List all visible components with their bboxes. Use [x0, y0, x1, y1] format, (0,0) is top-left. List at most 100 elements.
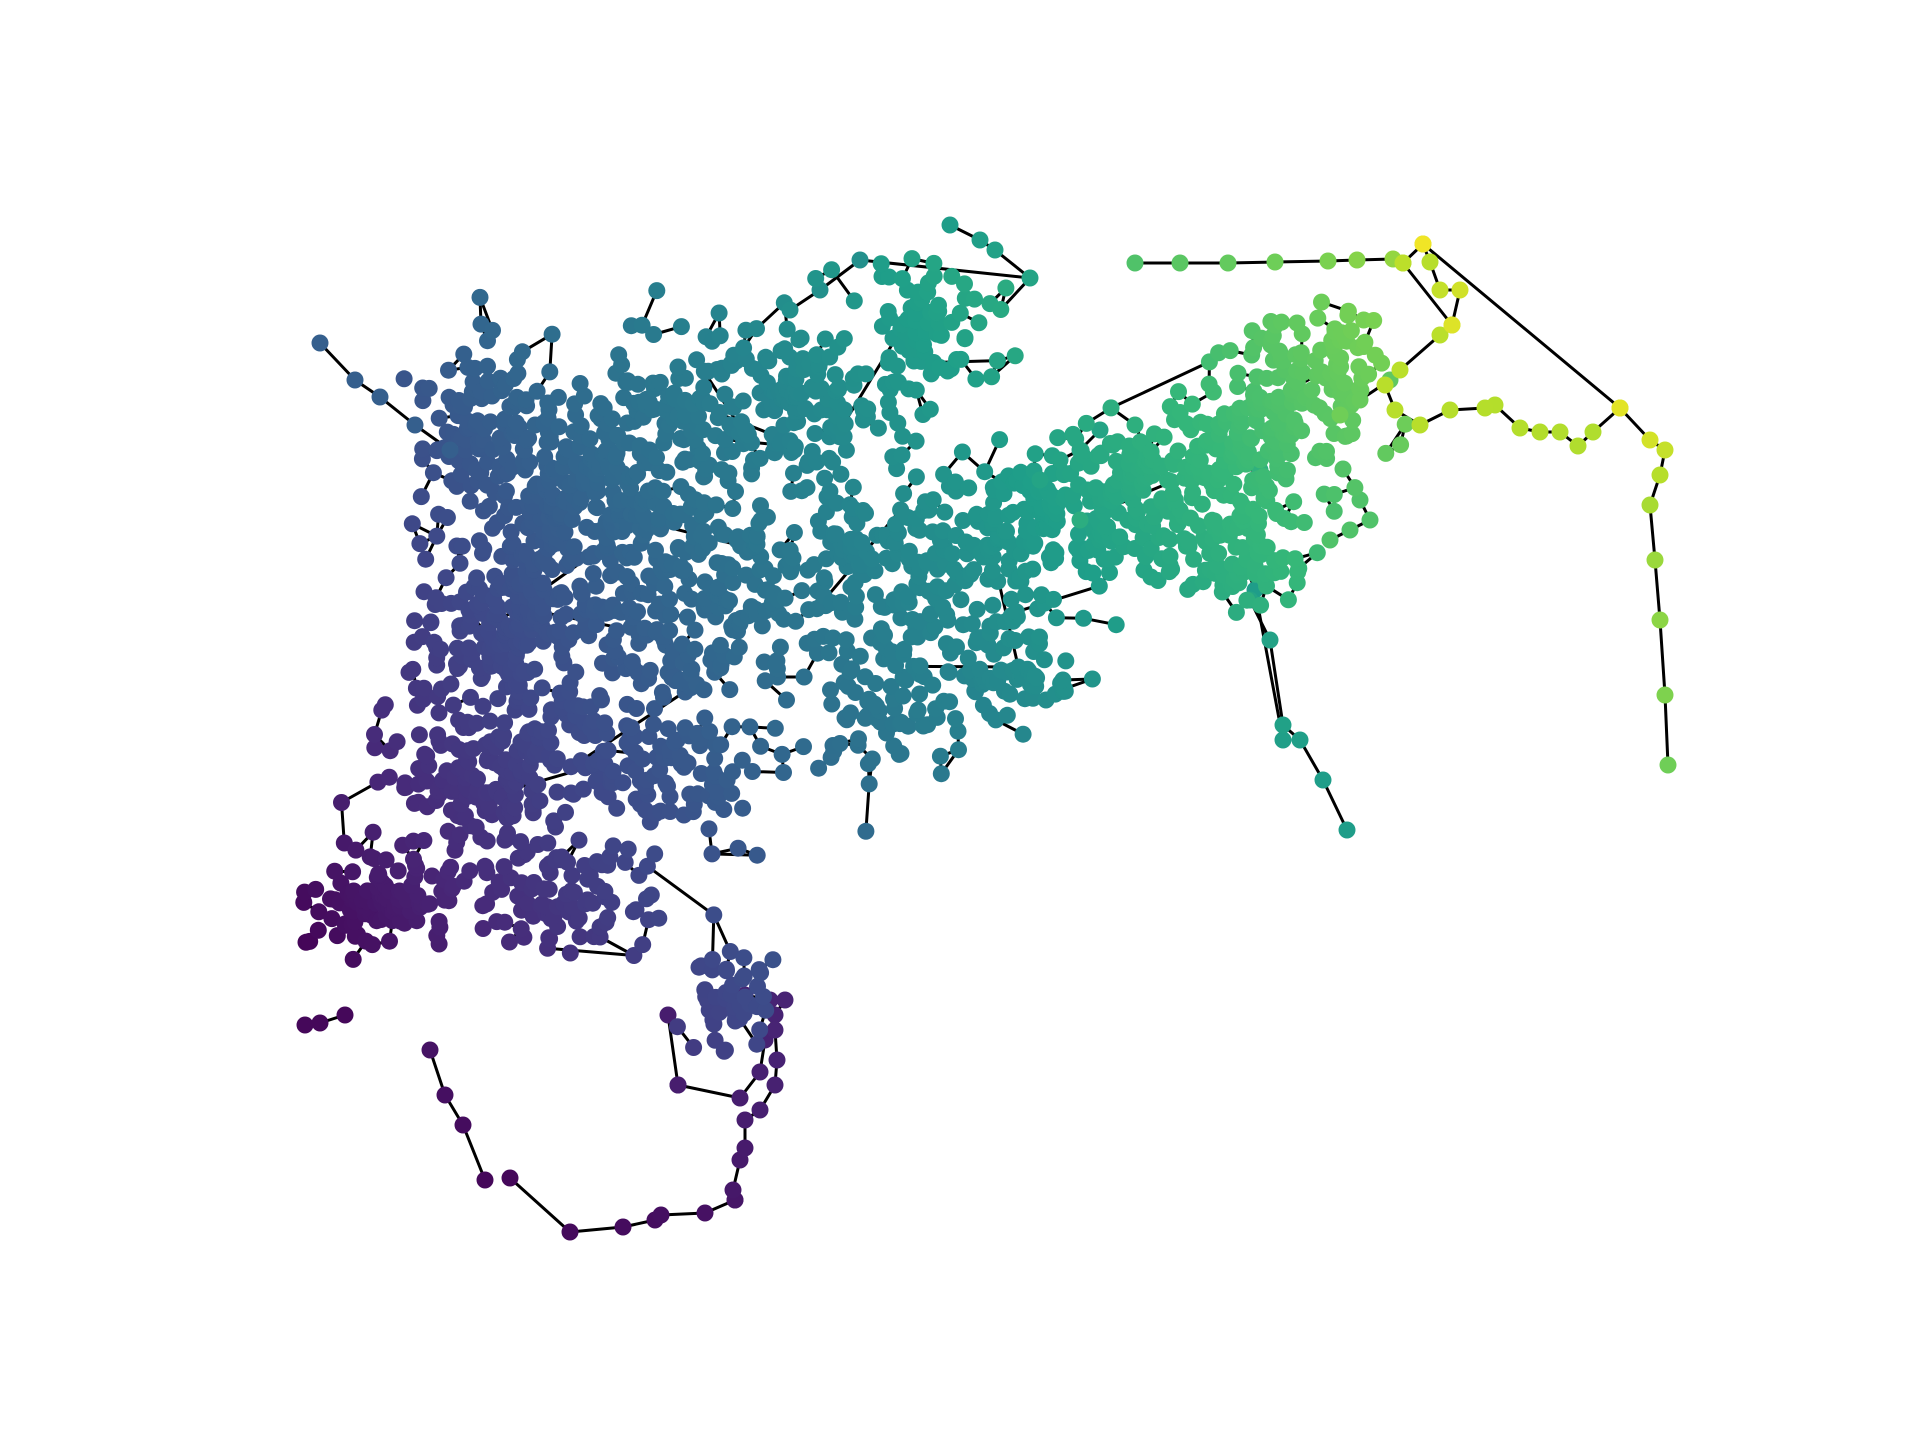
graph-node: [604, 837, 622, 855]
graph-node: [734, 392, 752, 410]
graph-node: [311, 1014, 329, 1032]
graph-node: [424, 464, 442, 482]
graph-node: [798, 479, 816, 497]
graph-node: [495, 858, 513, 876]
graph-node: [781, 541, 799, 559]
graph-node: [548, 750, 566, 768]
graph-node: [421, 1041, 439, 1059]
graph-node: [474, 697, 492, 715]
graph-node: [941, 216, 959, 234]
graph-node: [455, 345, 473, 363]
graph-node: [968, 505, 986, 523]
graph-node: [845, 292, 863, 310]
graph-node: [468, 714, 486, 732]
graph-node: [893, 270, 911, 288]
graph-node: [661, 803, 679, 820]
graph-node: [734, 799, 752, 817]
graph-node: [381, 932, 398, 950]
graph-node: [679, 608, 696, 626]
graph-node: [949, 722, 967, 740]
graph-edge: [1398, 333, 1442, 372]
graph-node: [645, 715, 662, 733]
graph-node: [438, 509, 456, 526]
graph-node: [296, 1016, 314, 1034]
graph-node: [837, 441, 855, 459]
graph-node: [764, 567, 782, 585]
graph-node: [803, 443, 821, 460]
graph-node: [748, 846, 766, 864]
graph-node: [476, 1171, 494, 1189]
graph-node: [899, 717, 917, 735]
graph-node: [821, 482, 839, 500]
graph-edge: [1253, 588, 1285, 742]
graph-node: [430, 704, 448, 722]
graph-node: [786, 438, 804, 456]
graph-node: [1006, 632, 1024, 649]
graph-node: [543, 325, 561, 343]
graph-node: [406, 612, 424, 630]
graph-node: [344, 863, 362, 881]
graph-node: [453, 537, 471, 555]
graph-node: [641, 661, 659, 679]
graph-node: [587, 577, 605, 595]
graph-node: [1090, 577, 1108, 595]
graph-edge: [1653, 558, 1662, 622]
graph-node: [968, 600, 986, 618]
graph-node: [696, 1204, 714, 1222]
graph-node: [882, 678, 900, 695]
graph-node: [705, 906, 723, 924]
graph-node: [832, 593, 850, 611]
graph-node: [310, 903, 328, 921]
graph-node: [936, 503, 954, 521]
graph-node: [411, 535, 429, 553]
graph-node: [571, 375, 589, 392]
graph-node: [715, 801, 733, 818]
graph-node: [741, 718, 759, 736]
graph-node: [1024, 560, 1042, 578]
graph-node: [557, 803, 574, 821]
graph-node: [1274, 731, 1292, 749]
graph-node: [496, 714, 514, 732]
graph-node: [1261, 631, 1279, 649]
graph-node: [998, 706, 1016, 724]
graph-node: [634, 750, 652, 768]
graph-node: [307, 880, 325, 898]
graph-node: [768, 652, 786, 670]
graph-node: [820, 644, 838, 662]
graph-node: [467, 818, 485, 836]
graph-node: [623, 653, 641, 671]
graph-node: [1002, 590, 1020, 608]
graph-node: [642, 886, 660, 904]
graph-edge: [1109, 360, 1211, 410]
graph-node: [703, 845, 721, 863]
graph-node: [658, 463, 676, 481]
graph-node: [1338, 821, 1356, 839]
graph-node: [907, 432, 925, 450]
graph-node: [543, 561, 561, 578]
graph-node: [806, 425, 824, 442]
graph-node: [556, 523, 574, 541]
graph-node: [815, 569, 833, 587]
graph-node: [471, 288, 489, 306]
graph-node: [857, 822, 875, 840]
graph-node: [824, 629, 842, 647]
graph-node: [571, 577, 589, 595]
graph-node: [571, 928, 589, 946]
graph-node: [686, 621, 704, 639]
graph-node: [608, 799, 626, 817]
graph-node: [894, 427, 912, 445]
graph-node: [695, 378, 713, 396]
graph-node: [940, 663, 958, 681]
graph-node: [872, 620, 890, 638]
graph-node: [550, 418, 568, 436]
graph-node: [668, 1018, 686, 1036]
graph-node: [976, 463, 994, 481]
graph-node: [785, 524, 803, 541]
graph-node: [826, 366, 844, 384]
graph-node: [835, 330, 853, 348]
graph-node: [377, 851, 395, 869]
graph-node: [710, 304, 728, 322]
graph-node: [461, 862, 479, 880]
graph-node: [561, 1223, 579, 1241]
graph-node: [679, 754, 697, 772]
